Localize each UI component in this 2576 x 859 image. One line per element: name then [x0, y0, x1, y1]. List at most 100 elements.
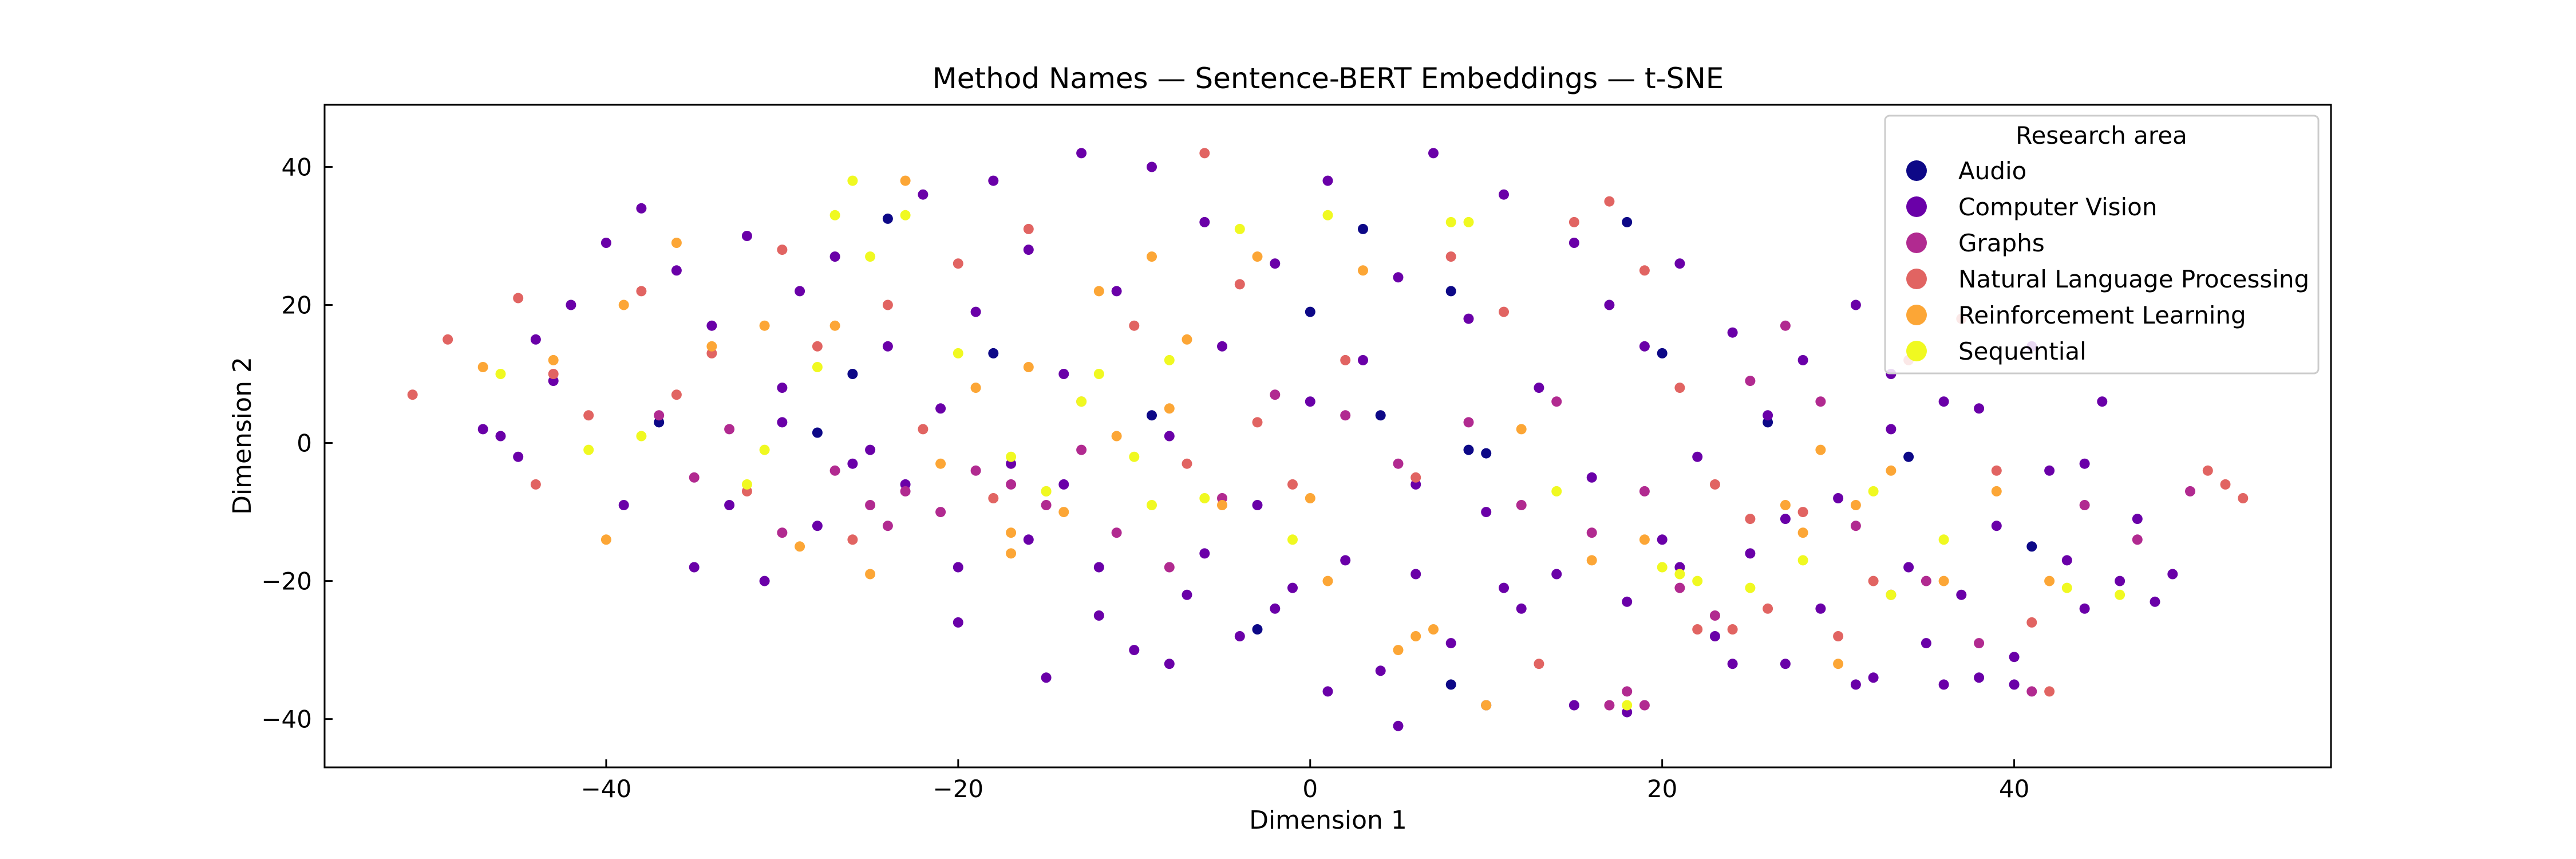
data-point [1516, 500, 1527, 510]
data-point [1252, 417, 1263, 428]
data-point [1217, 500, 1227, 510]
data-point [900, 486, 911, 497]
data-point [1411, 569, 1421, 580]
data-point [2097, 396, 2108, 407]
data-point [530, 334, 541, 345]
data-point [1780, 514, 1791, 525]
data-point [935, 458, 946, 469]
legend-item: Audio [1906, 157, 2026, 185]
data-point [1252, 624, 1263, 635]
data-point [1938, 576, 1949, 586]
data-point [1551, 569, 1562, 580]
data-point [1164, 659, 1175, 669]
y-axis-ticks: −40 −20 0 20 40 [261, 153, 333, 734]
data-point [935, 403, 946, 414]
data-point [1886, 424, 1897, 435]
x-tick-label: 20 [1647, 775, 1677, 803]
data-point [1727, 624, 1738, 635]
data-point [1780, 659, 1791, 669]
data-point [1586, 555, 1597, 566]
data-point [1709, 479, 1720, 490]
data-point [477, 362, 488, 372]
data-point [1586, 527, 1597, 538]
data-point [1111, 527, 1122, 538]
data-point [865, 500, 876, 510]
data-point [2185, 486, 2195, 497]
data-point [900, 210, 911, 220]
data-point [548, 369, 559, 379]
data-point [1938, 679, 1949, 690]
data-point [1445, 679, 1456, 690]
data-point [812, 362, 823, 372]
data-point [2079, 603, 2090, 614]
data-point [777, 245, 788, 255]
data-point [1322, 210, 1333, 220]
data-point [1499, 189, 1509, 200]
data-point [988, 175, 999, 186]
data-point [759, 320, 770, 331]
data-point [654, 410, 665, 421]
data-point [477, 424, 488, 435]
legend-label: Audio [1958, 157, 2026, 185]
data-point [1076, 444, 1087, 455]
data-point [689, 472, 700, 483]
series-graphs [654, 320, 2195, 711]
data-point [988, 348, 999, 358]
data-point [1551, 486, 1562, 497]
data-point [583, 444, 594, 455]
data-point [1217, 341, 1227, 352]
data-point [1850, 521, 1861, 531]
data-point [1604, 300, 1615, 310]
data-point [2026, 541, 2037, 552]
data-point [1428, 148, 1439, 159]
data-point [1674, 569, 1685, 580]
series-audio [654, 213, 2037, 711]
data-point [865, 569, 876, 580]
legend: Research area Audio Computer Vision Graphs… [1884, 115, 2320, 375]
data-point [829, 320, 840, 331]
data-point [970, 465, 981, 476]
data-point [1199, 148, 1210, 159]
data-point [1639, 700, 1650, 711]
data-point [988, 493, 999, 503]
data-point [1393, 458, 1404, 469]
data-point [865, 444, 876, 455]
data-point [1868, 672, 1879, 683]
data-point [671, 389, 682, 400]
data-point [1692, 451, 1703, 462]
data-point [829, 465, 840, 476]
data-point [1129, 645, 1140, 656]
data-point [1093, 286, 1104, 297]
data-point [1991, 521, 2002, 531]
data-point [2238, 493, 2249, 503]
data-point [1358, 265, 1368, 276]
data-point [1639, 265, 1650, 276]
data-point [1850, 300, 1861, 310]
data-point [882, 213, 893, 224]
data-point [1234, 223, 1245, 234]
legend-marker [1906, 196, 1927, 217]
legend-box [1884, 115, 2320, 375]
legend-item: Graphs [1906, 229, 2045, 257]
data-point [1516, 424, 1527, 435]
data-point [1780, 320, 1791, 331]
data-point [1797, 507, 1808, 518]
data-point [1481, 507, 1492, 518]
data-point [636, 203, 647, 214]
data-point [566, 300, 576, 310]
data-point [1234, 279, 1245, 290]
data-point [1692, 624, 1703, 635]
data-point [1745, 548, 1756, 559]
data-point [829, 251, 840, 262]
legend-item: Sequential [1906, 337, 2087, 365]
data-point [1182, 334, 1192, 345]
data-point [1938, 396, 1949, 407]
data-point [1639, 486, 1650, 497]
data-point [953, 258, 963, 269]
data-point [1147, 500, 1157, 510]
data-point [1938, 534, 1949, 545]
data-point [689, 562, 700, 573]
data-point [953, 562, 963, 573]
data-point [1322, 686, 1333, 697]
